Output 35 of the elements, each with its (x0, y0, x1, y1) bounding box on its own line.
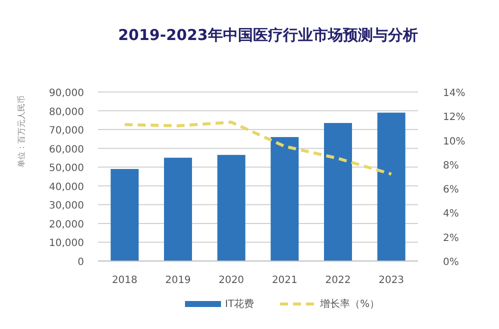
y-tick-label: 90,000 (49, 88, 84, 99)
y2-tick-label: 14% (443, 88, 466, 99)
x-tick-label: 2022 (325, 275, 351, 286)
x-tick-label: 2019 (165, 275, 191, 286)
bar (110, 168, 139, 261)
y-tick-label: 0 (78, 257, 84, 268)
y-tick-label: 50,000 (49, 163, 84, 174)
bar (324, 122, 352, 261)
x-tick-label: 2020 (218, 275, 244, 286)
x-tick-label: 2018 (112, 275, 138, 286)
bar (164, 158, 192, 261)
legend-label: IT花费 (225, 298, 254, 310)
legend-label: 增长率（%） (319, 298, 380, 310)
line-series (123, 120, 393, 176)
y-tick-label: 80,000 (49, 106, 84, 118)
x-tick-label: 2021 (272, 275, 298, 286)
y2-tick-label: 10% (443, 136, 466, 148)
y2-tick-label: 8% (443, 160, 459, 172)
x-tick-label: 2023 (378, 275, 404, 286)
y-tick-label: 20,000 (49, 219, 84, 230)
y2-tick-label: 6% (443, 184, 459, 196)
bar (217, 154, 246, 261)
y-axis-title: 单位：百万元人民币 (17, 96, 26, 168)
y2-tick-label: 2% (443, 232, 459, 244)
y-tick-label: 30,000 (49, 200, 84, 212)
y-tick-label: 10,000 (49, 238, 84, 250)
y2-tick-label: 0% (443, 257, 459, 268)
y2-tick-label: 4% (443, 208, 459, 220)
y2-tick-label: 12% (443, 112, 466, 124)
bar (377, 112, 406, 261)
y-tick-label: 60,000 (49, 144, 84, 156)
chart-title: 2019-2023年中国医疗行业市场预测与分析 (118, 26, 418, 44)
y-tick-label: 70,000 (49, 126, 84, 137)
y-tick-label: 40,000 (49, 182, 84, 193)
bar (270, 137, 299, 261)
